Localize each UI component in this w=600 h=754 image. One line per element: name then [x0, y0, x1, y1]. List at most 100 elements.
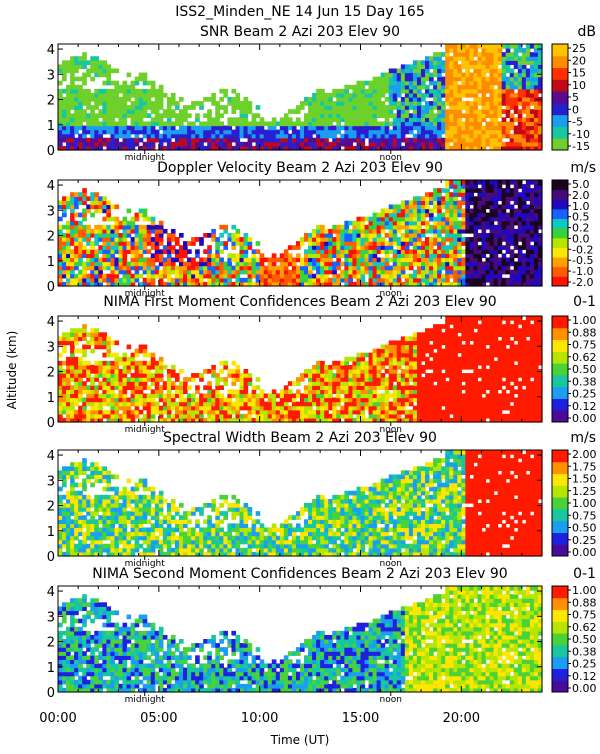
heatmap-cell [90, 381, 95, 386]
heatmap-cell [260, 266, 265, 271]
heatmap-cell [151, 361, 156, 366]
heatmap-cell [397, 249, 402, 254]
heatmap-cell [449, 73, 454, 78]
heatmap-cell [401, 121, 406, 126]
heatmap-cell [171, 134, 176, 139]
heatmap-cell [58, 217, 63, 222]
heatmap-cell [119, 373, 124, 378]
heatmap-cell [316, 402, 321, 407]
heatmap-cell [465, 101, 470, 106]
heatmap-cell [469, 196, 474, 201]
heatmap-cell [449, 225, 454, 230]
heatmap-cell [123, 373, 128, 378]
heatmap-cell [469, 81, 474, 86]
heatmap-cell [473, 142, 478, 147]
heatmap-cell [518, 225, 523, 230]
heatmap-cell [272, 393, 277, 398]
heatmap-cell [494, 130, 499, 135]
heatmap-cell [328, 402, 333, 407]
heatmap-cell [530, 56, 535, 61]
heatmap-cell [332, 365, 337, 370]
heatmap-cell [356, 245, 361, 250]
heatmap-cell [494, 121, 499, 126]
heatmap-cell [344, 109, 349, 114]
heatmap-cell [413, 134, 418, 139]
heatmap-cell [389, 241, 394, 246]
heatmap-cell [324, 113, 329, 118]
heatmap-cell [421, 213, 426, 218]
heatmap-cell [324, 126, 329, 131]
heatmap-cell [272, 257, 277, 262]
heatmap-cell [336, 381, 341, 386]
heatmap-cell [328, 385, 333, 390]
heatmap-cell [482, 278, 487, 283]
heatmap-cell [70, 398, 75, 403]
heatmap-cell [102, 365, 107, 370]
heatmap-cell [312, 109, 317, 114]
heatmap-cell [110, 414, 115, 419]
heatmap-cell [473, 200, 478, 205]
heatmap-cell [248, 237, 253, 242]
heatmap-cell [58, 68, 63, 73]
heatmap-cell [187, 262, 192, 267]
heatmap-cell [344, 85, 349, 90]
heatmap-cell [114, 89, 119, 94]
heatmap-cell [530, 249, 535, 254]
heatmap-cell [219, 113, 224, 118]
heatmap-cell [465, 64, 470, 69]
heatmap-cell [223, 89, 228, 94]
heatmap-cell [332, 373, 337, 378]
heatmap-cell [445, 192, 450, 197]
heatmap-cell [235, 365, 240, 370]
heatmap-cell [123, 266, 128, 271]
heatmap-cell [373, 253, 378, 258]
heatmap-cell [211, 126, 216, 131]
heatmap-cell [336, 373, 341, 378]
heatmap-cell [70, 77, 75, 82]
heatmap-cell [252, 385, 257, 390]
heatmap-cell [336, 402, 341, 407]
heatmap-cell [114, 361, 119, 366]
heatmap-cell [264, 274, 269, 279]
heatmap-cell [227, 134, 232, 139]
heatmap-cell [264, 278, 269, 283]
heatmap-cell [82, 336, 87, 341]
heatmap-cell [441, 126, 446, 131]
heatmap-cell [163, 406, 168, 411]
heatmap-cell [312, 393, 317, 398]
heatmap-cell [389, 109, 394, 114]
heatmap-cell [82, 209, 87, 214]
heatmap-cell [389, 130, 394, 135]
heatmap-cell [244, 414, 249, 419]
heatmap-cell [163, 257, 168, 262]
heatmap-cell [199, 257, 204, 262]
heatmap-cell [199, 414, 204, 419]
heatmap-cell [421, 77, 426, 82]
heatmap-cell [66, 253, 71, 258]
heatmap-cell [522, 48, 527, 53]
heatmap-cell [183, 385, 188, 390]
heatmap-cell [94, 345, 99, 350]
heatmap-cell [231, 389, 236, 394]
heatmap-cell [110, 105, 115, 110]
heatmap-cell [102, 332, 107, 337]
heatmap-cell [494, 109, 499, 114]
heatmap-cell [139, 266, 144, 271]
heatmap-cell [381, 249, 386, 254]
heatmap-cell [397, 266, 402, 271]
heatmap-cell [203, 97, 208, 102]
heatmap-cell [123, 369, 128, 374]
heatmap-cell [336, 377, 341, 382]
heatmap-cell [429, 213, 434, 218]
heatmap-cell [465, 117, 470, 122]
heatmap-cell [344, 253, 349, 258]
heatmap-cell [74, 257, 79, 262]
heatmap-cell [70, 73, 75, 78]
heatmap-cell [361, 274, 366, 279]
heatmap-cell [344, 134, 349, 139]
heatmap-cell [405, 109, 410, 114]
heatmap-cell [292, 414, 297, 419]
heatmap-cell [490, 138, 495, 143]
heatmap-cell [473, 52, 478, 57]
heatmap-cell [308, 262, 313, 267]
